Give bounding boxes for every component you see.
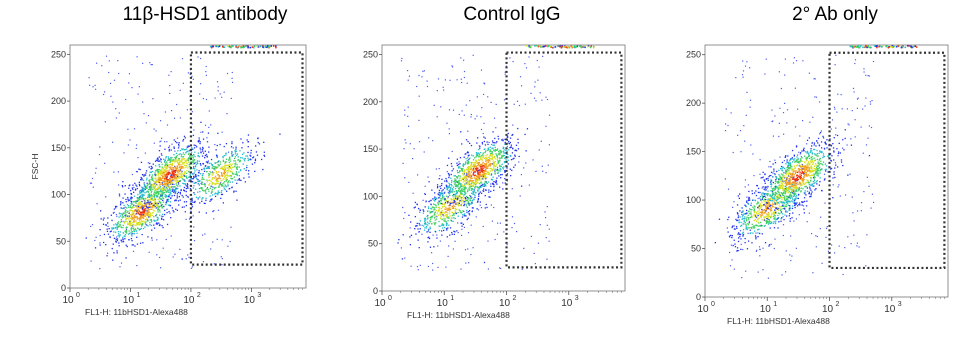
y-tick-label: 100 <box>51 190 66 200</box>
chart-title-1: 11β-HSD1 antibody <box>122 4 288 25</box>
x-tick-label: 10 <box>561 298 573 309</box>
x-tick-exponent: 1 <box>773 301 777 308</box>
y-tick-label: 100 <box>686 195 701 205</box>
x-tick-exponent: 2 <box>836 301 840 308</box>
y-tick-label: 0 <box>696 292 701 302</box>
y-tick-label: 200 <box>51 96 66 106</box>
gate-rectangle <box>828 51 946 270</box>
x-tick-label: 10 <box>374 298 386 309</box>
y-tick-label: 50 <box>691 244 701 254</box>
y-tick-label: 150 <box>686 147 701 157</box>
y-tick-label: 50 <box>56 236 66 246</box>
y-tick-label: 50 <box>368 239 378 249</box>
x-axis-label: FL1-H: 11bHSD1-Alexa488 <box>85 307 188 317</box>
gate-rectangle <box>189 51 304 266</box>
x-tick-exponent: 0 <box>711 301 715 308</box>
plot-frame <box>381 44 626 292</box>
x-tick-label: 10 <box>123 295 135 306</box>
x-tick-label: 10 <box>244 295 256 306</box>
gate-rectangle <box>505 51 623 269</box>
x-tick-label: 10 <box>760 304 772 315</box>
x-tick-label: 10 <box>884 304 896 315</box>
x-tick-label: 10 <box>822 304 834 315</box>
x-tick-exponent: 3 <box>575 295 579 302</box>
y-tick-label: 250 <box>686 50 701 60</box>
y-tick-label: 150 <box>51 143 66 153</box>
x-tick-label: 10 <box>697 304 709 315</box>
y-tick-label: 200 <box>686 98 701 108</box>
density-dots <box>85 44 281 270</box>
plot-frame <box>69 44 307 289</box>
x-tick-label: 10 <box>437 298 449 309</box>
y-tick-label: 200 <box>363 97 378 107</box>
x-tick-label: 10 <box>62 295 74 306</box>
x-tick-exponent: 0 <box>76 292 80 299</box>
density-dots <box>397 44 595 271</box>
x-tick-exponent: 1 <box>450 295 454 302</box>
chart-title-3: 2° Ab only <box>792 4 878 25</box>
y-tick-label: 0 <box>61 283 66 293</box>
x-tick-exponent: 3 <box>257 292 261 299</box>
x-tick-exponent: 0 <box>388 295 392 302</box>
y-tick-label: 0 <box>373 286 378 296</box>
x-tick-exponent: 1 <box>136 292 140 299</box>
x-axis-label: FL1-H: 11bHSD1-Alexa488 <box>727 316 830 326</box>
y-tick-label: 250 <box>51 49 66 59</box>
y-axis-label: FSC-H <box>30 154 40 180</box>
plot-frame <box>704 44 949 298</box>
y-tick-label: 100 <box>363 191 378 201</box>
x-tick-exponent: 2 <box>197 292 201 299</box>
x-tick-label: 10 <box>499 298 511 309</box>
density-dots <box>714 45 918 279</box>
chart-title-2: Control IgG <box>463 4 561 25</box>
y-tick-label: 250 <box>363 49 378 59</box>
x-tick-exponent: 3 <box>898 301 902 308</box>
x-tick-label: 10 <box>183 295 195 306</box>
y-tick-label: 150 <box>363 144 378 154</box>
x-tick-exponent: 2 <box>513 295 517 302</box>
x-axis-label: FL1-H: 11bHSD1-Alexa488 <box>407 310 510 320</box>
